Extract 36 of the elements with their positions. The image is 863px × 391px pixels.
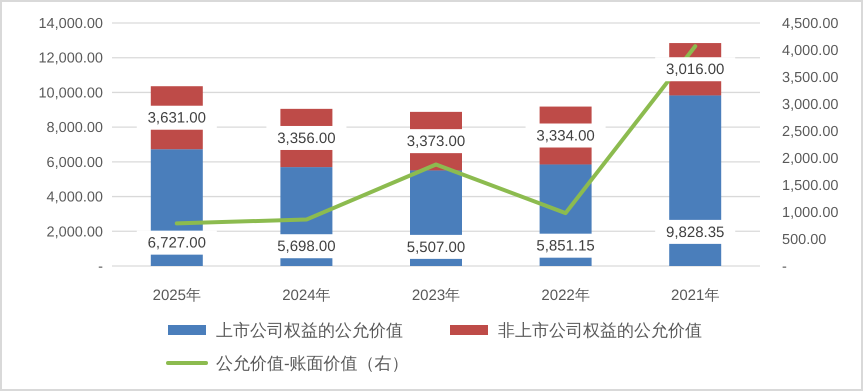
legend-label: 非上市公司权益的公允价值 — [498, 321, 702, 340]
y-tick-label: 2,000.00 — [46, 224, 103, 240]
data-label: 5,698.00 — [277, 238, 336, 256]
x-tick-label: 2024年 — [282, 287, 331, 304]
data-label: 9,828.35 — [666, 224, 724, 241]
y2-tick-label: 3,500.00 — [782, 70, 838, 86]
y-tick-label: 12,000.00 — [38, 50, 103, 67]
data-label: 3,356.00 — [277, 130, 336, 147]
legend-label: 公允价值-账面价值（右） — [216, 354, 409, 373]
data-label: 6,727.00 — [148, 234, 206, 252]
y2-tick-label: 1,500.00 — [782, 178, 838, 194]
y2-tick-label: 2,500.00 — [782, 124, 838, 140]
y2-tick-label: 4,500.00 — [782, 16, 838, 32]
y-tick-label: 8,000.00 — [46, 120, 103, 136]
y2-tick-label: 4,000.00 — [782, 43, 838, 59]
y2-tick-label: 2,000.00 — [782, 151, 838, 167]
y2-tick-label: 1,000.00 — [782, 205, 838, 221]
data-label: 3,016.00 — [666, 61, 724, 78]
legend-label: 上市公司权益的公允价值 — [216, 321, 403, 340]
y-tick-label: 10,000.00 — [38, 85, 103, 102]
data-label: 5,507.00 — [406, 238, 466, 256]
y-tick-label: 4,000.00 — [46, 190, 103, 206]
data-label: 3,631.00 — [148, 110, 206, 127]
x-tick-label: 2022年 — [541, 287, 590, 304]
y2-tick-label: - — [782, 259, 787, 275]
data-label: 3,373.00 — [406, 133, 466, 150]
data-label: 5,851.15 — [536, 238, 595, 255]
y-tick-label: - — [98, 259, 104, 275]
x-tick-label: 2025年 — [152, 287, 201, 304]
x-tick-label: 2021年 — [671, 287, 720, 304]
data-label: 3,334.00 — [536, 128, 595, 145]
y2-tick-label: 3,000.00 — [782, 97, 838, 113]
y-tick-label: 14,000.00 — [38, 16, 103, 32]
x-tick-label: 2023年 — [412, 287, 460, 304]
y-tick-label: 6,000.00 — [46, 154, 103, 171]
y2-tick-label: 500.00 — [782, 232, 826, 248]
